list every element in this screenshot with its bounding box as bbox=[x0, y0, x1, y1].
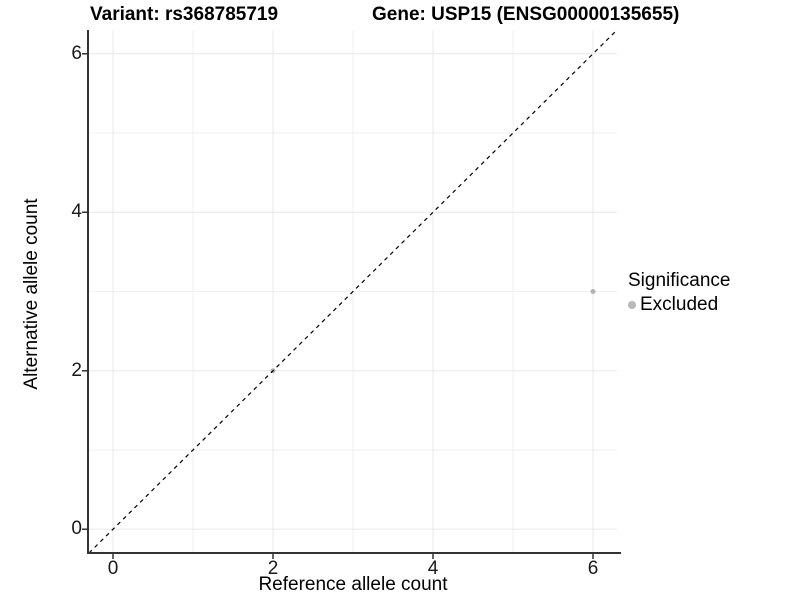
y-tick-label: 4 bbox=[71, 201, 82, 223]
plot-title-variant: Variant: rs368785719 bbox=[90, 4, 279, 25]
y-axis-title: Alternative allele count bbox=[21, 198, 42, 390]
data-point bbox=[590, 289, 596, 294]
x-axis-title: Reference allele count bbox=[258, 574, 448, 595]
y-tick-label: 0 bbox=[71, 518, 82, 540]
x-tick-label: 0 bbox=[107, 558, 119, 579]
legend-title: Significance bbox=[628, 270, 731, 291]
legend: Significance Excluded bbox=[628, 270, 730, 316]
legend-items: Excluded bbox=[628, 294, 730, 316]
x-tick-label: 6 bbox=[587, 558, 599, 579]
x-tick-label: 4 bbox=[427, 558, 439, 579]
y-tick-label: 6 bbox=[71, 42, 82, 64]
y-tick-label: 2 bbox=[71, 359, 82, 381]
identity-line bbox=[88, 29, 618, 554]
x-tick-label: 2 bbox=[267, 558, 279, 579]
legend-item-label: Excluded bbox=[640, 294, 719, 315]
legend-item: Excluded bbox=[628, 294, 730, 316]
plot-title-gene: Gene: USP15 (ENSG00000135655) bbox=[372, 4, 680, 25]
legend-point-icon bbox=[628, 301, 636, 309]
